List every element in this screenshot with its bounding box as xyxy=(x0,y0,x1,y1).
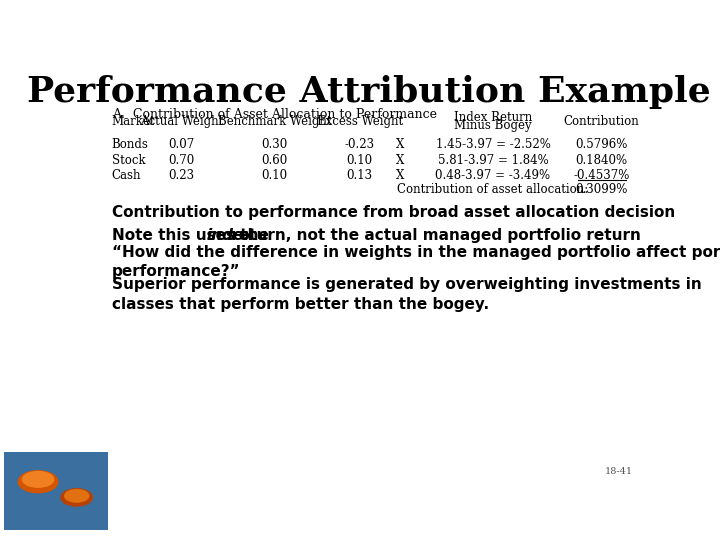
Text: Minus Bogey: Minus Bogey xyxy=(454,119,532,132)
Text: Performance Attribution Example: Performance Attribution Example xyxy=(27,75,711,109)
Text: Bonds: Bonds xyxy=(112,138,148,151)
Ellipse shape xyxy=(18,471,58,492)
Text: X: X xyxy=(396,154,404,167)
Text: return, not the actual managed portfolio return: return, not the actual managed portfolio… xyxy=(226,228,642,243)
Text: 0.10: 0.10 xyxy=(261,169,287,182)
Text: Index Return: Index Return xyxy=(454,111,532,124)
Text: Contribution to performance from broad asset allocation decision: Contribution to performance from broad a… xyxy=(112,205,675,220)
Text: Stock: Stock xyxy=(112,154,145,167)
Text: 0.5796%: 0.5796% xyxy=(575,138,628,151)
Text: 0.23: 0.23 xyxy=(168,169,194,182)
Text: 18-41: 18-41 xyxy=(604,467,632,476)
Text: Contribution of asset allocation:: Contribution of asset allocation: xyxy=(397,183,589,196)
Text: -0.23: -0.23 xyxy=(345,138,375,151)
Text: Excess Weight: Excess Weight xyxy=(317,115,402,128)
Text: 0.13: 0.13 xyxy=(346,169,373,182)
Text: Market: Market xyxy=(112,115,156,128)
Text: 0.1840%: 0.1840% xyxy=(575,154,628,167)
Ellipse shape xyxy=(65,490,89,502)
Ellipse shape xyxy=(22,471,54,487)
Text: Benchmark Weight: Benchmark Weight xyxy=(217,115,331,128)
Text: Contribution: Contribution xyxy=(564,115,639,128)
Text: 0.10: 0.10 xyxy=(346,154,373,167)
Text: X: X xyxy=(396,169,404,182)
Text: 5.81-3.97 = 1.84%: 5.81-3.97 = 1.84% xyxy=(438,154,549,167)
Text: 0.70: 0.70 xyxy=(168,154,194,167)
Text: -0.4537%: -0.4537% xyxy=(573,169,630,182)
Text: 0.07: 0.07 xyxy=(168,138,194,151)
Text: 1.45-3.97 = -2.52%: 1.45-3.97 = -2.52% xyxy=(436,138,550,151)
Text: A.  Contribution of Asset Allocation to Performance: A. Contribution of Asset Allocation to P… xyxy=(112,107,437,120)
Text: Note this uses the: Note this uses the xyxy=(112,228,274,243)
Text: 0.3099%: 0.3099% xyxy=(575,183,628,196)
Text: Superior performance is generated by overweighting investments in
classes that p: Superior performance is generated by ove… xyxy=(112,277,701,312)
Text: 0.30: 0.30 xyxy=(261,138,287,151)
Text: 0.48-3.97 = -3.49%: 0.48-3.97 = -3.49% xyxy=(436,169,551,182)
Text: 0.60: 0.60 xyxy=(261,154,287,167)
Text: Cash: Cash xyxy=(112,169,141,182)
Ellipse shape xyxy=(61,489,92,506)
Text: Actual Weight: Actual Weight xyxy=(140,115,223,128)
Text: X: X xyxy=(396,138,404,151)
Text: “How did the difference in weights in the managed portfolio affect portfolio
per: “How did the difference in weights in th… xyxy=(112,245,720,279)
Text: index: index xyxy=(206,228,253,243)
